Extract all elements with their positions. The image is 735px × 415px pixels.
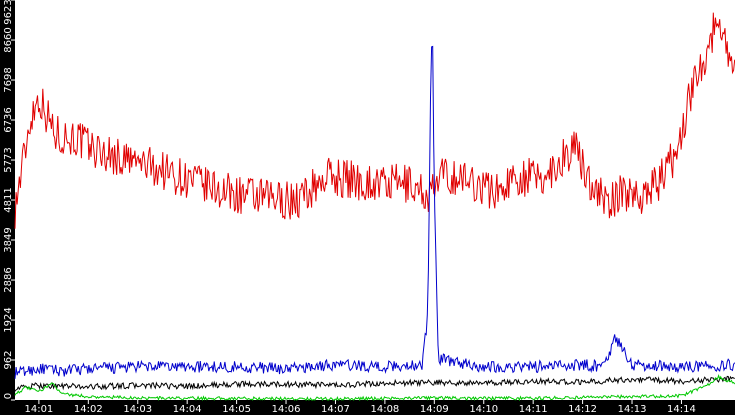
x-tick-label: 14:05 xyxy=(222,404,251,415)
series-line-red xyxy=(14,12,735,229)
series-line-blue xyxy=(14,45,735,379)
x-tick-label: 14:14 xyxy=(667,404,696,415)
x-tick-label: 14:06 xyxy=(272,404,301,415)
y-tick-label: 4811 xyxy=(3,187,14,212)
x-tick-labels: 14:01 14:02 14:03 14:04 14:05 14:06 14:07 14:08… xyxy=(24,400,696,415)
x-tick-label: 14:04 xyxy=(173,404,202,415)
y-tick-label: 8660 xyxy=(3,27,14,52)
y-tick-labels: 0 962 1924 2886 3849 4811 5773 6736 7698 8660 9623 xyxy=(3,0,15,401)
x-tick-label: 14:09 xyxy=(420,404,449,415)
y-tick-label: 962 xyxy=(3,350,14,369)
y-tick-label: 5773 xyxy=(3,147,14,172)
y-tick-label: 2886 xyxy=(3,267,14,292)
y-axis-band xyxy=(0,0,15,415)
x-tick-label: 14:08 xyxy=(370,404,399,415)
series-line-black xyxy=(14,375,735,392)
x-tick-label: 14:10 xyxy=(469,404,498,415)
x-tick-label: 14:13 xyxy=(618,404,647,415)
series-layer xyxy=(14,12,735,402)
x-tick-label: 14:03 xyxy=(123,404,152,415)
y-tick-label: 0 xyxy=(3,393,14,399)
x-axis-band xyxy=(0,400,735,415)
y-tick-label: 9623 xyxy=(3,0,14,25)
x-tick-label: 14:01 xyxy=(24,404,53,415)
x-tick-label: 14:02 xyxy=(74,404,103,415)
y-tick-label: 6736 xyxy=(3,107,14,132)
y-tick-label: 3849 xyxy=(3,227,14,252)
x-tick-label: 14:12 xyxy=(568,404,597,415)
x-tick-label: 14:07 xyxy=(321,404,350,415)
y-tick-label: 1924 xyxy=(3,307,14,332)
y-tick-label: 7698 xyxy=(3,67,14,92)
series-line-green xyxy=(14,374,735,402)
x-tick-label: 14:11 xyxy=(519,404,548,415)
